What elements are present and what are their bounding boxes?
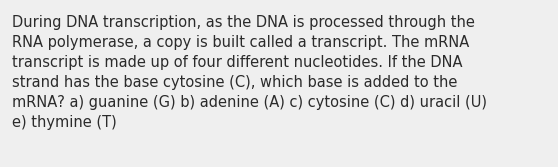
Text: During DNA transcription, as the DNA is processed through the
RNA polymerase, a : During DNA transcription, as the DNA is … [12,15,487,130]
